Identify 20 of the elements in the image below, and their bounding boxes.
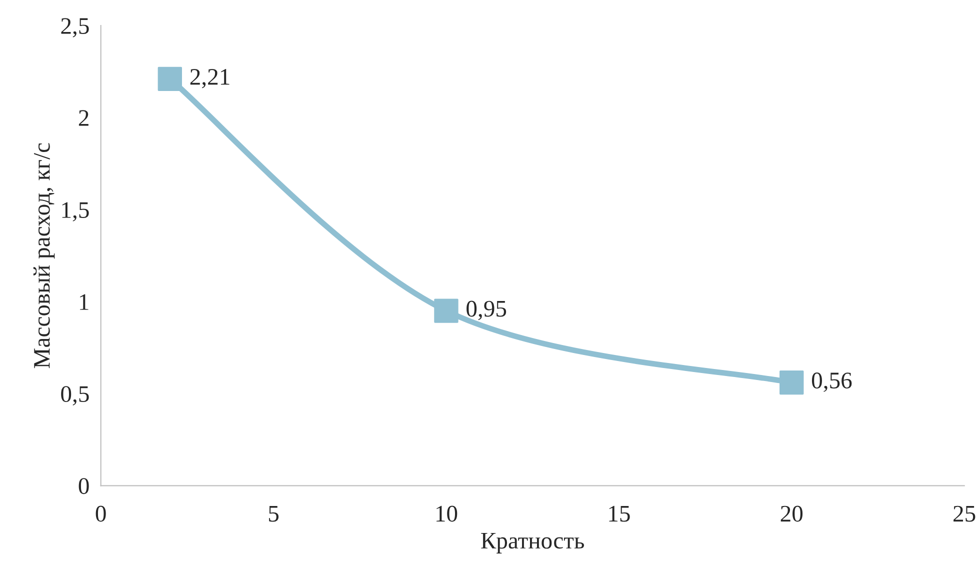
- y-tick-label: 1: [80, 294, 88, 310]
- y-tick-label: 1,5: [62, 202, 89, 222]
- data-label: 0,95: [466, 300, 506, 320]
- y-tick-label: 0,5: [61, 386, 89, 406]
- x-tick-label: 20: [780, 506, 803, 522]
- x-tick-label: 15: [609, 506, 630, 522]
- data-label: 2,21: [190, 68, 230, 88]
- y-axis-title: Массовый расход, кг/с: [33, 143, 55, 368]
- x-tick-label: 25: [954, 506, 976, 522]
- y-tick-label: 0: [78, 478, 89, 494]
- x-axis-title: Кратность: [481, 532, 584, 554]
- point: [158, 66, 182, 92]
- point: [434, 298, 458, 323]
- x-tick-label: 5: [269, 506, 279, 522]
- y-tick-label: 2: [78, 110, 88, 126]
- x-tick-label: 0: [96, 506, 106, 522]
- y-tick-label: 2,5: [61, 18, 89, 38]
- x-tick-label: 10: [436, 506, 458, 522]
- point: [780, 370, 804, 395]
- data-label: 0,56: [812, 372, 852, 392]
